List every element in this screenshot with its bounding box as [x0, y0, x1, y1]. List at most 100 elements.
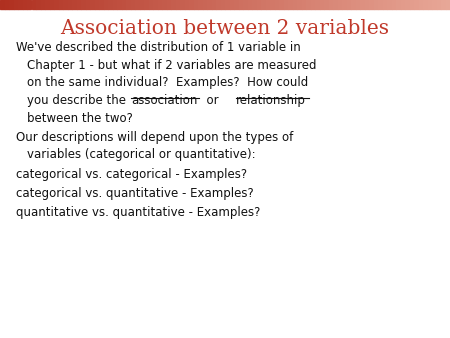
Bar	[90, 0, 94, 9]
Bar	[441, 0, 446, 9]
Bar	[0, 0, 4, 9]
Bar	[117, 0, 122, 9]
Bar	[112, 0, 117, 9]
Text: between the two?: between the two?	[27, 112, 133, 124]
Bar	[162, 0, 166, 9]
Bar	[261, 0, 266, 9]
Bar	[130, 0, 135, 9]
Bar	[32, 0, 36, 9]
Bar	[63, 0, 68, 9]
Bar	[302, 0, 306, 9]
Bar	[284, 0, 288, 9]
Bar	[148, 0, 153, 9]
Bar	[122, 0, 126, 9]
Bar	[274, 0, 279, 9]
Bar	[180, 0, 184, 9]
Bar	[212, 0, 216, 9]
Bar	[225, 0, 230, 9]
Bar	[18, 0, 22, 9]
Bar	[387, 0, 392, 9]
Text: quantitative vs. quantitative - Examples?: quantitative vs. quantitative - Examples…	[16, 206, 260, 219]
Bar	[135, 0, 140, 9]
Bar	[144, 0, 148, 9]
Bar	[54, 0, 58, 9]
Bar	[256, 0, 261, 9]
Bar	[400, 0, 405, 9]
Bar	[320, 0, 324, 9]
Text: on the same individual?  Examples?  How could: on the same individual? Examples? How co…	[27, 76, 308, 89]
Bar	[166, 0, 171, 9]
Text: variables (categorical or quantitative):: variables (categorical or quantitative):	[27, 148, 256, 161]
Bar	[248, 0, 252, 9]
Bar	[428, 0, 432, 9]
Bar	[342, 0, 346, 9]
Bar	[184, 0, 189, 9]
Bar	[279, 0, 284, 9]
Text: relationship: relationship	[236, 94, 306, 107]
Bar	[94, 0, 99, 9]
Bar	[171, 0, 176, 9]
Bar	[50, 0, 54, 9]
Bar	[266, 0, 270, 9]
Bar	[14, 0, 18, 9]
Text: or: or	[199, 94, 226, 107]
Bar	[364, 0, 369, 9]
Bar	[4, 0, 9, 9]
Bar	[230, 0, 234, 9]
Bar	[9, 0, 14, 9]
Bar	[356, 0, 360, 9]
Bar	[324, 0, 328, 9]
Text: you describe the: you describe the	[27, 94, 130, 107]
Text: Chapter 1 - but what if 2 variables are measured: Chapter 1 - but what if 2 variables are …	[27, 59, 316, 72]
Bar	[27, 0, 32, 9]
Bar	[270, 0, 274, 9]
Text: categorical vs. categorical - Examples?: categorical vs. categorical - Examples?	[16, 168, 247, 180]
Bar	[194, 0, 198, 9]
Bar	[338, 0, 342, 9]
Bar	[288, 0, 292, 9]
Bar	[392, 0, 396, 9]
Bar	[158, 0, 162, 9]
Bar	[310, 0, 315, 9]
Bar	[328, 0, 333, 9]
Bar	[374, 0, 378, 9]
Bar	[252, 0, 256, 9]
Bar	[405, 0, 410, 9]
Bar	[58, 0, 63, 9]
Bar	[68, 0, 72, 9]
Bar	[86, 0, 90, 9]
Text: We've described the distribution of 1 variable in: We've described the distribution of 1 va…	[16, 41, 301, 54]
Bar	[360, 0, 364, 9]
Bar	[176, 0, 180, 9]
Bar	[153, 0, 157, 9]
Text: association: association	[131, 94, 198, 107]
Bar	[216, 0, 220, 9]
Bar	[396, 0, 400, 9]
Bar	[207, 0, 211, 9]
Bar	[22, 0, 27, 9]
Bar	[126, 0, 130, 9]
Bar	[220, 0, 225, 9]
Bar	[410, 0, 414, 9]
Bar	[436, 0, 441, 9]
Bar	[40, 0, 45, 9]
Bar	[234, 0, 238, 9]
Bar	[243, 0, 248, 9]
Bar	[140, 0, 144, 9]
Bar	[189, 0, 194, 9]
Bar	[45, 0, 50, 9]
Bar	[72, 0, 76, 9]
Bar	[446, 0, 450, 9]
Bar	[81, 0, 86, 9]
Bar	[202, 0, 207, 9]
Bar	[369, 0, 374, 9]
Text: Association between 2 variables: Association between 2 variables	[60, 19, 390, 38]
Bar	[333, 0, 338, 9]
Bar	[292, 0, 297, 9]
Bar	[108, 0, 112, 9]
Bar	[432, 0, 436, 9]
Bar	[418, 0, 423, 9]
Bar	[76, 0, 81, 9]
Text: categorical vs. quantitative - Examples?: categorical vs. quantitative - Examples?	[16, 187, 253, 200]
Bar	[306, 0, 310, 9]
